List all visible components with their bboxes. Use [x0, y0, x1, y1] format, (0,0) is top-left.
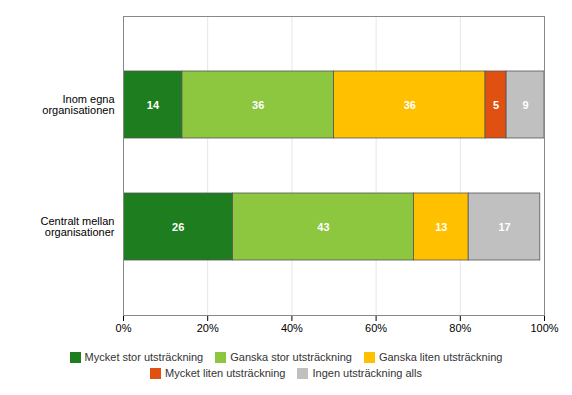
svg-text:0%: 0% — [116, 322, 132, 334]
svg-text:80%: 80% — [449, 322, 471, 334]
svg-text:36: 36 — [404, 99, 416, 111]
svg-text:36: 36 — [252, 99, 264, 111]
svg-text:20%: 20% — [197, 322, 219, 334]
svg-text:17: 17 — [498, 221, 510, 233]
svg-text:60%: 60% — [365, 322, 387, 334]
svg-text:40%: 40% — [281, 322, 303, 334]
svg-text:5: 5 — [493, 99, 499, 111]
html-text:Ganska liten utsträckning: Ganska liten utsträckning — [378, 351, 503, 363]
html-text:Mycket liten utsträckning: Mycket liten utsträckning — [165, 367, 286, 379]
svg-text:13: 13 — [435, 221, 447, 233]
svg-text:Centralt mellanorganisationer: Centralt mellanorganisationer — [41, 215, 115, 238]
svg-text:14: 14 — [147, 99, 160, 111]
svg-text:26: 26 — [172, 221, 184, 233]
svg-text:43: 43 — [317, 221, 329, 233]
html-text:Ingen utsträckning alls: Ingen utsträckning alls — [312, 367, 422, 379]
html-text:Mycket stor utsträckning: Mycket stor utsträckning — [84, 351, 204, 363]
svg-text:100%: 100% — [530, 322, 558, 334]
svg-text:9: 9 — [522, 99, 528, 111]
html-text:Ganska stor utsträckning: Ganska stor utsträckning — [230, 351, 352, 363]
svg-text:Inom egnaorganisationen: Inom egnaorganisationen — [42, 93, 115, 116]
